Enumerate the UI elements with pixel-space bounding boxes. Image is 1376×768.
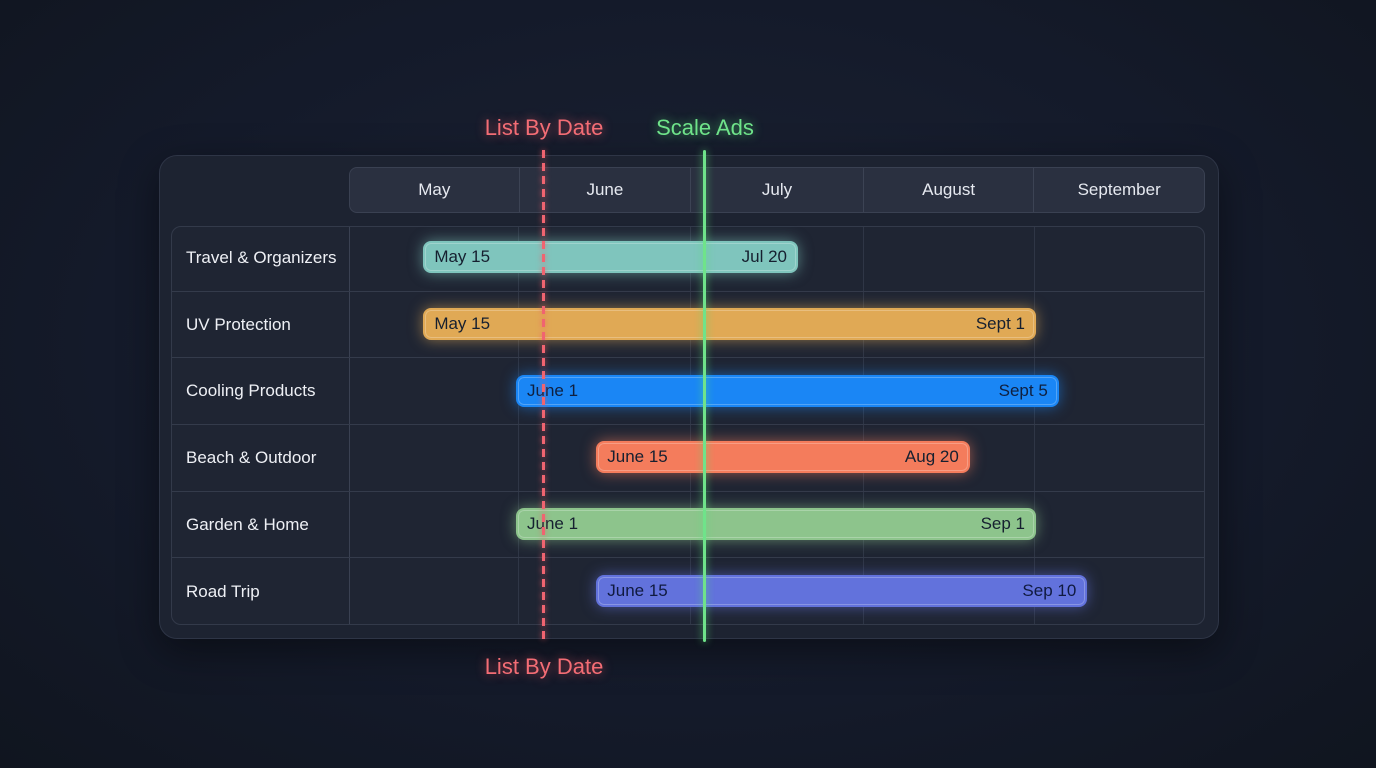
month-divider-august — [863, 227, 864, 624]
month-divider-september — [1034, 227, 1035, 624]
bar-cooling-products[interactable]: June 1 Sept 5 — [516, 375, 1059, 407]
bar-beach-outdoor[interactable]: June 15 Aug 20 — [596, 441, 970, 473]
row-divider — [172, 424, 1204, 425]
bar-start-label: May 15 — [434, 314, 491, 333]
label-column-divider — [349, 227, 350, 624]
bar-travel-organizers[interactable]: May 15 Jul 20 — [423, 241, 799, 273]
list-by-date-label-top: List By Date — [484, 115, 604, 140]
month-header-june: June — [518, 168, 691, 212]
month-divider-june — [518, 227, 519, 624]
month-header-september: September — [1033, 168, 1204, 212]
scale-ads-marker-line — [703, 150, 706, 642]
row-label-beach-outdoor: Beach & Outdoor — [186, 448, 317, 467]
row-label-uv-protection: UV Protection — [186, 315, 291, 334]
row-label-travel-organizers: Travel & Organizers — [186, 248, 337, 267]
bar-start-label: June 1 — [527, 381, 579, 400]
gantt-grid — [171, 226, 1205, 625]
bar-end-label: Sep 10 — [1022, 581, 1077, 600]
list-by-date-label-bottom: List By Date — [484, 654, 604, 679]
row-divider — [172, 491, 1204, 492]
bar-garden-home[interactable]: June 1 Sep 1 — [516, 508, 1036, 540]
bar-end-label: Jul 20 — [741, 247, 788, 266]
row-divider — [172, 357, 1204, 358]
row-label-road-trip: Road Trip — [186, 582, 260, 601]
list-by-date-marker-line — [542, 150, 545, 642]
row-label-cooling-products: Cooling Products — [186, 381, 316, 400]
bar-road-trip[interactable]: June 15 Sep 10 — [596, 575, 1088, 607]
bar-start-label: June 15 — [607, 447, 668, 466]
month-header-july: July — [690, 168, 863, 212]
row-divider — [172, 291, 1204, 292]
month-header: May June July August September — [349, 167, 1205, 213]
month-header-august: August — [862, 168, 1034, 212]
bar-uv-protection[interactable]: May 15 Sept 1 — [423, 308, 1036, 340]
bar-end-label: Sept 1 — [975, 314, 1025, 333]
scale-ads-label: Scale Ads — [656, 115, 754, 140]
bar-end-label: Sept 5 — [998, 381, 1048, 400]
bar-start-label: May 15 — [434, 247, 491, 266]
bar-start-label: June 15 — [607, 581, 668, 600]
row-divider — [172, 557, 1204, 558]
row-label-garden-home: Garden & Home — [186, 515, 309, 534]
month-divider-july — [690, 227, 691, 624]
bar-start-label: June 1 — [527, 514, 579, 533]
month-header-may: May — [418, 180, 451, 199]
bar-end-label: Sep 1 — [980, 514, 1025, 533]
bar-end-label: Aug 20 — [904, 447, 959, 466]
